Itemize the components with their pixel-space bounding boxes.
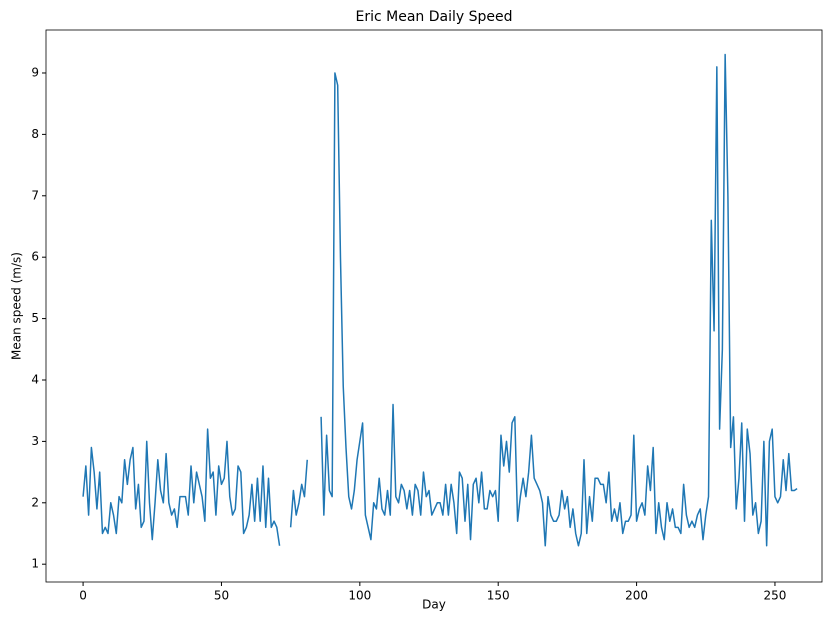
y-tick-label: 5 bbox=[31, 311, 39, 325]
data-line bbox=[82, 53, 798, 547]
y-tick-label: 4 bbox=[31, 372, 39, 386]
x-tick-label: 50 bbox=[214, 589, 229, 603]
y-tick-label: 8 bbox=[31, 127, 39, 141]
chart-title: Eric Mean Daily Speed bbox=[356, 9, 513, 25]
y-tick-label: 6 bbox=[31, 250, 39, 264]
y-axis-label: Mean speed (m/s) bbox=[10, 252, 24, 360]
plot-frame bbox=[45, 29, 823, 583]
x-axis-label: Day bbox=[422, 598, 446, 612]
y-tick-label: 9 bbox=[31, 65, 39, 79]
x-tick-label: 250 bbox=[763, 589, 786, 603]
y-tick-label: 3 bbox=[31, 434, 39, 448]
x-tick-label: 200 bbox=[625, 589, 648, 603]
y-tick-label: 2 bbox=[31, 495, 39, 509]
x-tick-label: 0 bbox=[79, 589, 87, 603]
x-tick-label: 100 bbox=[348, 589, 371, 603]
y-tick-label: 7 bbox=[31, 188, 39, 202]
y-tick-label: 1 bbox=[31, 557, 39, 571]
x-tick-label: 150 bbox=[487, 589, 510, 603]
